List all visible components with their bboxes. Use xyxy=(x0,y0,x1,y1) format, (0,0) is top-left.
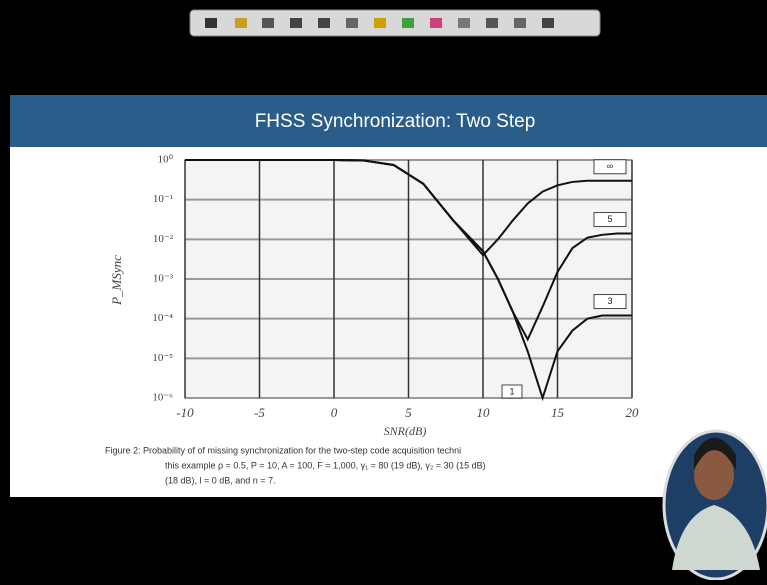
caption-line: Figure 2: Probability of of missing sync… xyxy=(105,445,461,455)
tool-icon[interactable] xyxy=(262,18,274,28)
y-tick-label: 10⁻⁵ xyxy=(152,352,173,364)
tool-icon[interactable] xyxy=(486,18,498,28)
x-tick-label: -5 xyxy=(254,405,265,420)
legend-box xyxy=(593,159,627,175)
x-tick-label: 5 xyxy=(405,405,412,420)
toolbar xyxy=(189,9,601,37)
slide-title: FHSS Synchronization: Two Step xyxy=(255,111,536,132)
x-tick-label: -10 xyxy=(176,405,194,420)
y-tick-label: 10⁻⁴ xyxy=(152,312,173,324)
tool-icon[interactable] xyxy=(430,18,442,28)
presenter-hair xyxy=(694,437,736,470)
annotation-box xyxy=(501,384,523,399)
y-tick-label: 10⁻³ xyxy=(153,273,174,285)
tool-icon[interactable] xyxy=(402,18,414,28)
annotation: 1 xyxy=(509,386,514,396)
caption-line: this example ρ = 0.5, P = 10, A = 100, F… xyxy=(165,460,486,470)
title-bar xyxy=(10,95,767,147)
tool-icon[interactable] xyxy=(290,18,302,28)
legend-box xyxy=(593,212,627,228)
x-tick-label: 15 xyxy=(551,405,565,420)
caption-line: (18 dB), l = 0 dB, and n = 7. xyxy=(165,475,276,485)
x-tick-label: 20 xyxy=(626,405,640,420)
x-axis-label: SNR(dB) xyxy=(384,424,427,438)
y-axis-label: P_MSync xyxy=(109,255,124,306)
tool-icon[interactable] xyxy=(458,18,470,28)
tool-icon[interactable] xyxy=(318,18,330,28)
tool-icon[interactable] xyxy=(235,18,247,28)
legend-label: 3 xyxy=(607,296,612,306)
tool-icon[interactable] xyxy=(542,18,554,28)
tool-icon[interactable] xyxy=(374,18,386,28)
series-line xyxy=(185,159,632,402)
presenter-face xyxy=(694,450,734,500)
y-tick-label: 10⁻² xyxy=(153,233,174,245)
tool-icon[interactable] xyxy=(514,18,526,28)
y-tick-label: 10⁰ xyxy=(158,154,174,166)
toolbar-frame xyxy=(189,9,601,37)
legend-label: ∞ xyxy=(607,161,613,171)
presenter-body xyxy=(672,505,760,570)
x-tick-label: 10 xyxy=(477,405,491,420)
tool-icon[interactable] xyxy=(205,18,217,28)
y-tick-label: 10⁻⁶ xyxy=(152,392,173,404)
legend-box xyxy=(593,294,627,310)
tool-icon[interactable] xyxy=(346,18,358,28)
y-tick-label: 10⁻¹ xyxy=(153,193,173,205)
presenter-video xyxy=(662,429,767,581)
x-tick-label: 0 xyxy=(331,405,338,420)
legend-label: 5 xyxy=(607,214,612,224)
